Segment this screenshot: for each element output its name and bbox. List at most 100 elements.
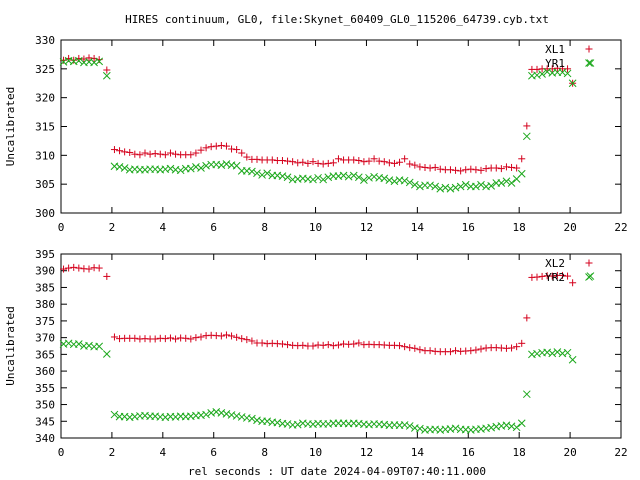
data-point <box>116 147 124 155</box>
data-point <box>319 341 327 349</box>
data-point <box>166 164 175 173</box>
data-point <box>202 161 210 170</box>
data-point <box>284 341 292 349</box>
data-point <box>569 279 577 287</box>
data-point <box>85 265 93 273</box>
data-point <box>126 148 134 156</box>
data-point <box>508 344 516 352</box>
y-tick-label: 355 <box>35 382 55 395</box>
data-point <box>533 273 541 281</box>
data-point <box>70 56 78 64</box>
data-point <box>410 180 419 189</box>
y-tick-label: 360 <box>35 365 55 378</box>
data-point <box>232 412 241 420</box>
data-point <box>329 342 337 350</box>
data-point <box>360 158 368 166</box>
series-xl2 <box>60 263 577 356</box>
x-tick-label: 20 <box>563 446 576 459</box>
data-point <box>120 164 129 172</box>
data-point <box>103 66 111 74</box>
data-point <box>258 171 266 179</box>
y-tick-label: 345 <box>35 415 55 428</box>
data-point <box>396 158 404 166</box>
top-y-ticks: 300 305 310 315 320 325 330 <box>35 34 621 220</box>
data-point <box>110 146 118 154</box>
data-point <box>401 155 409 163</box>
data-point <box>416 346 424 354</box>
data-point <box>156 150 164 158</box>
data-point <box>477 180 485 189</box>
y-tick-label: 320 <box>35 92 55 105</box>
data-point <box>517 169 526 178</box>
data-point <box>263 169 272 178</box>
x-tick-label: 12 <box>360 446 373 459</box>
data-point <box>187 335 195 343</box>
data-point <box>110 333 118 341</box>
data-point <box>299 341 307 349</box>
data-point <box>411 161 419 169</box>
data-point <box>512 423 521 432</box>
data-point <box>431 182 440 191</box>
data-point <box>283 173 292 182</box>
data-point <box>548 272 556 280</box>
data-point <box>192 334 200 342</box>
legend-marker-yr1 <box>585 59 593 67</box>
y-tick-label: 330 <box>35 34 55 47</box>
data-point <box>283 420 292 428</box>
data-point <box>202 410 210 419</box>
y-tick-label: 370 <box>35 332 55 345</box>
y-tick-label: 385 <box>35 281 55 294</box>
data-point <box>497 165 505 173</box>
data-point <box>95 342 104 351</box>
data-point <box>396 342 404 350</box>
y-tick-label: 375 <box>35 315 55 328</box>
data-point <box>334 155 342 163</box>
data-point <box>59 58 68 66</box>
data-point <box>451 424 460 433</box>
data-point <box>289 158 297 166</box>
bottom-y-ticks: 340 345 350 355 360 365 370 375 380 385 390 395 <box>35 248 621 445</box>
data-point <box>284 157 292 165</box>
bottom-x-ticks: 0 2 4 6 8 10 12 14 16 18 20 22 <box>58 254 628 459</box>
x-axis-label: rel seconds : UT date 2024-04-09T07:40:1… <box>188 465 486 478</box>
top-x-ticks: 0 2 4 6 8 10 12 14 16 18 20 22 <box>58 40 628 234</box>
x-tick-label: 22 <box>614 446 627 459</box>
data-point <box>436 165 444 173</box>
x-tick-label: 0 <box>58 221 65 234</box>
data-point <box>187 151 195 159</box>
data-point <box>253 416 261 425</box>
data-point <box>172 335 180 343</box>
data-point <box>222 410 231 418</box>
data-point <box>102 71 111 80</box>
data-point <box>141 149 149 157</box>
data-point <box>176 166 185 175</box>
data-point <box>197 164 205 172</box>
data-point <box>227 411 236 419</box>
data-point <box>131 150 139 158</box>
data-point <box>233 146 241 154</box>
data-point <box>222 160 231 168</box>
data-point <box>416 182 424 191</box>
data-point <box>508 163 516 171</box>
data-point <box>370 155 378 163</box>
data-point <box>243 336 251 344</box>
data-point <box>472 346 480 354</box>
x-tick-label: 2 <box>109 221 116 234</box>
data-point <box>477 166 485 174</box>
data-point <box>502 421 511 430</box>
data-point <box>278 340 286 348</box>
chart-title: HIRES continuum, GL0, file:Skynet_60409_… <box>125 13 549 26</box>
data-point <box>355 339 363 347</box>
data-point <box>248 414 256 423</box>
legend-marker-glyph <box>585 273 593 281</box>
legend-marker-glyph <box>585 45 593 53</box>
data-point <box>74 56 83 65</box>
data-point <box>365 157 373 165</box>
data-point <box>446 166 454 174</box>
data-point <box>85 54 93 62</box>
data-point <box>533 65 541 73</box>
data-point <box>217 161 226 169</box>
data-point <box>161 151 169 159</box>
data-point <box>172 150 180 158</box>
